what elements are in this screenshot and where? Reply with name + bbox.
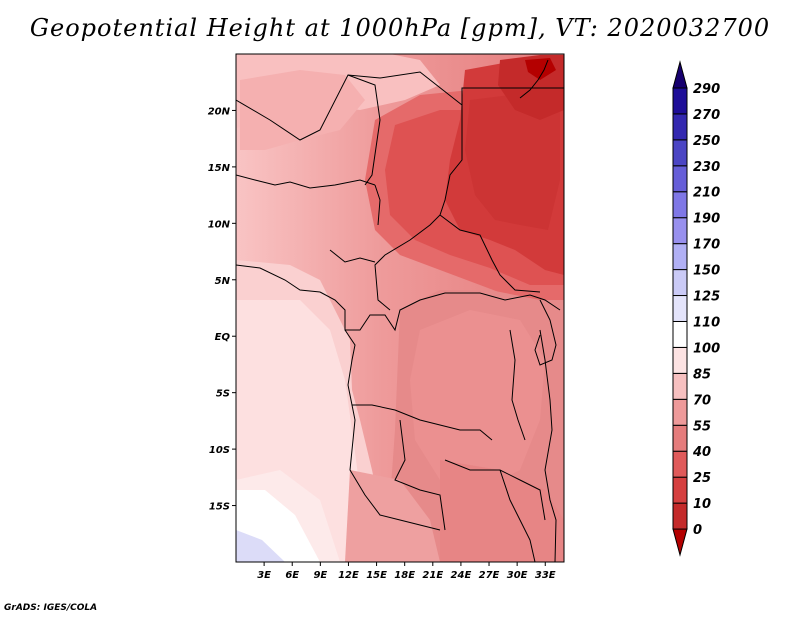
colorbar-swatch	[672, 113, 688, 141]
colorbar-swatch	[672, 191, 688, 219]
colorbar-label: 100	[693, 341, 720, 356]
colorbar-swatch	[672, 528, 688, 557]
colorbar-swatch	[672, 424, 688, 452]
y-axis: 20N 15N 10N 5N EQ 5S 10S 15S	[208, 106, 236, 513]
colorbar-swatch	[672, 217, 688, 245]
x-tick-label: 21E	[422, 570, 443, 581]
colorbar-swatch	[672, 243, 688, 271]
x-tick-label: 18E	[394, 570, 415, 581]
colorbar-swatch	[672, 295, 688, 322]
colorbar-swatch	[672, 60, 688, 89]
colorbar-swatch	[672, 372, 688, 400]
colorbar-label: 150	[693, 264, 720, 279]
y-tick-label: 20N	[208, 106, 231, 117]
grads-credit: GrADS: IGES/COLA	[4, 603, 98, 613]
x-tick-label: 24E	[451, 570, 472, 581]
y-tick-label: 10N	[208, 219, 231, 230]
x-tick-label: 3E	[257, 570, 271, 581]
colorbar-label: 40	[692, 445, 711, 460]
y-tick-label: EQ	[215, 332, 231, 343]
colorbar-label: 0	[693, 523, 702, 538]
colorbar-swatch	[672, 139, 688, 167]
chart-title: Geopotential Height at 1000hPa [gpm], VT…	[29, 14, 771, 42]
x-tick-label: 27E	[479, 570, 500, 581]
y-tick-label: 10S	[209, 445, 230, 456]
colorbar-label: 230	[693, 160, 720, 175]
colorbar-label: 110	[693, 315, 720, 330]
x-tick-label: 12E	[338, 570, 359, 581]
colorbar-label: 190	[693, 212, 720, 227]
colorbar-label: 270	[693, 108, 720, 123]
colorbar-swatch	[672, 269, 688, 297]
colorbar-swatch	[672, 165, 688, 193]
y-tick-label: 15S	[209, 502, 230, 513]
colorbar-label: 210	[693, 186, 720, 201]
colorbar-label: 125	[693, 290, 720, 305]
y-tick-label: 5N	[215, 276, 231, 287]
x-tick-label: 15E	[366, 570, 387, 581]
x-tick-label: 33E	[535, 570, 556, 581]
colorbar-label: 70	[693, 393, 711, 408]
colorbar-swatch	[672, 398, 688, 426]
colorbar-swatch	[672, 476, 688, 504]
colorbar-label: 55	[693, 419, 711, 434]
x-axis: 3E 6E 9E 12E 15E 18E 21E 24E 27E 30E 33E	[257, 562, 556, 581]
colorbar-label: 85	[693, 367, 711, 382]
x-tick-label: 6E	[285, 570, 299, 581]
colorbar-swatch	[672, 87, 688, 115]
colorbar-label: 10	[693, 497, 711, 512]
colorbar-label: 250	[693, 134, 720, 149]
y-tick-label: 15N	[208, 163, 231, 174]
colorbar-swatch	[672, 346, 688, 374]
colorbar-swatch	[672, 320, 688, 348]
colorbar-swatch	[672, 502, 688, 530]
x-tick-label: 30E	[507, 570, 528, 581]
colorbar: 0 10 25 40 55 70 85 100 110 125 150 170 190 210 230 250…	[672, 60, 720, 557]
borders	[236, 59, 564, 562]
colorbar-swatch	[672, 450, 688, 478]
y-tick-label: 5S	[216, 389, 230, 400]
x-tick-label: 9E	[313, 570, 327, 581]
colorbar-label: 290	[693, 82, 720, 97]
colorbar-label: 170	[693, 238, 720, 253]
colorbar-label: 25	[693, 471, 711, 486]
map-frame	[235, 53, 565, 563]
